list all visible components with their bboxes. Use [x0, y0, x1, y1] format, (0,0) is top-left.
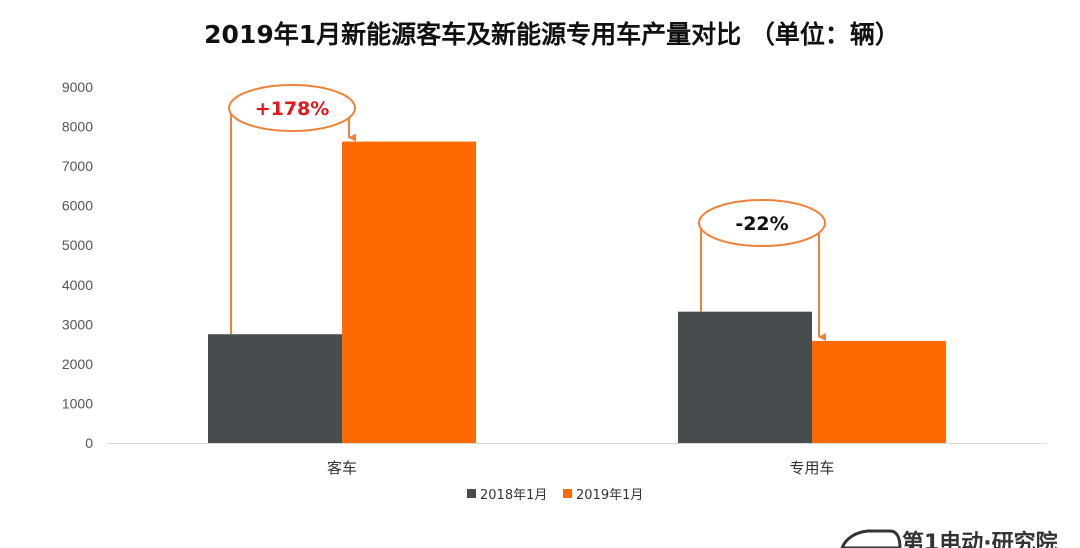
legend: 2018年1月 2019年1月 [467, 488, 643, 503]
logo-car-icon [840, 529, 902, 548]
category-labels: 客车 专用车 [327, 459, 835, 477]
bars [208, 141, 946, 443]
y-tick-label: 8000 [62, 119, 93, 135]
annotation-label: +178% [255, 98, 330, 120]
annotation-ellipse [698, 199, 826, 247]
legend-swatch [467, 489, 476, 498]
bar-series1-2 [678, 311, 812, 443]
bar-series2-2 [812, 340, 946, 443]
y-axis: 0 1000 2000 3000 4000 5000 6000 7000 8000 9000 [62, 79, 93, 451]
y-tick-label: 7000 [62, 158, 93, 174]
legend-label: 2018年1月 [480, 488, 547, 503]
legend-swatch [563, 489, 572, 498]
y-tick-label: 3000 [62, 316, 93, 332]
chart-title: 2019年1月新能源客车及新能源专用车产量对比 （单位：辆） [204, 20, 900, 49]
y-tick-label: 0 [85, 435, 93, 451]
bar-series2-1 [342, 141, 476, 443]
legend-label: 2019年1月 [576, 488, 643, 503]
y-tick-label: 5000 [62, 237, 93, 253]
annotation-label: -22% [735, 213, 788, 235]
annotations: +178% -22% [228, 84, 826, 341]
y-tick-label: 6000 [62, 198, 93, 214]
logo-text: 第1电动·研究院 [902, 530, 1058, 548]
logo: 第1电动·研究院 [840, 529, 1058, 548]
y-tick-label: 1000 [62, 395, 93, 411]
category-label: 客车 [327, 459, 357, 477]
category-label: 专用车 [789, 459, 834, 477]
bar-series1-1 [208, 334, 342, 443]
y-tick-label: 2000 [62, 356, 93, 372]
annotation-ellipse [228, 84, 356, 132]
y-tick-label: 4000 [62, 277, 93, 293]
y-tick-label: 9000 [62, 79, 93, 95]
